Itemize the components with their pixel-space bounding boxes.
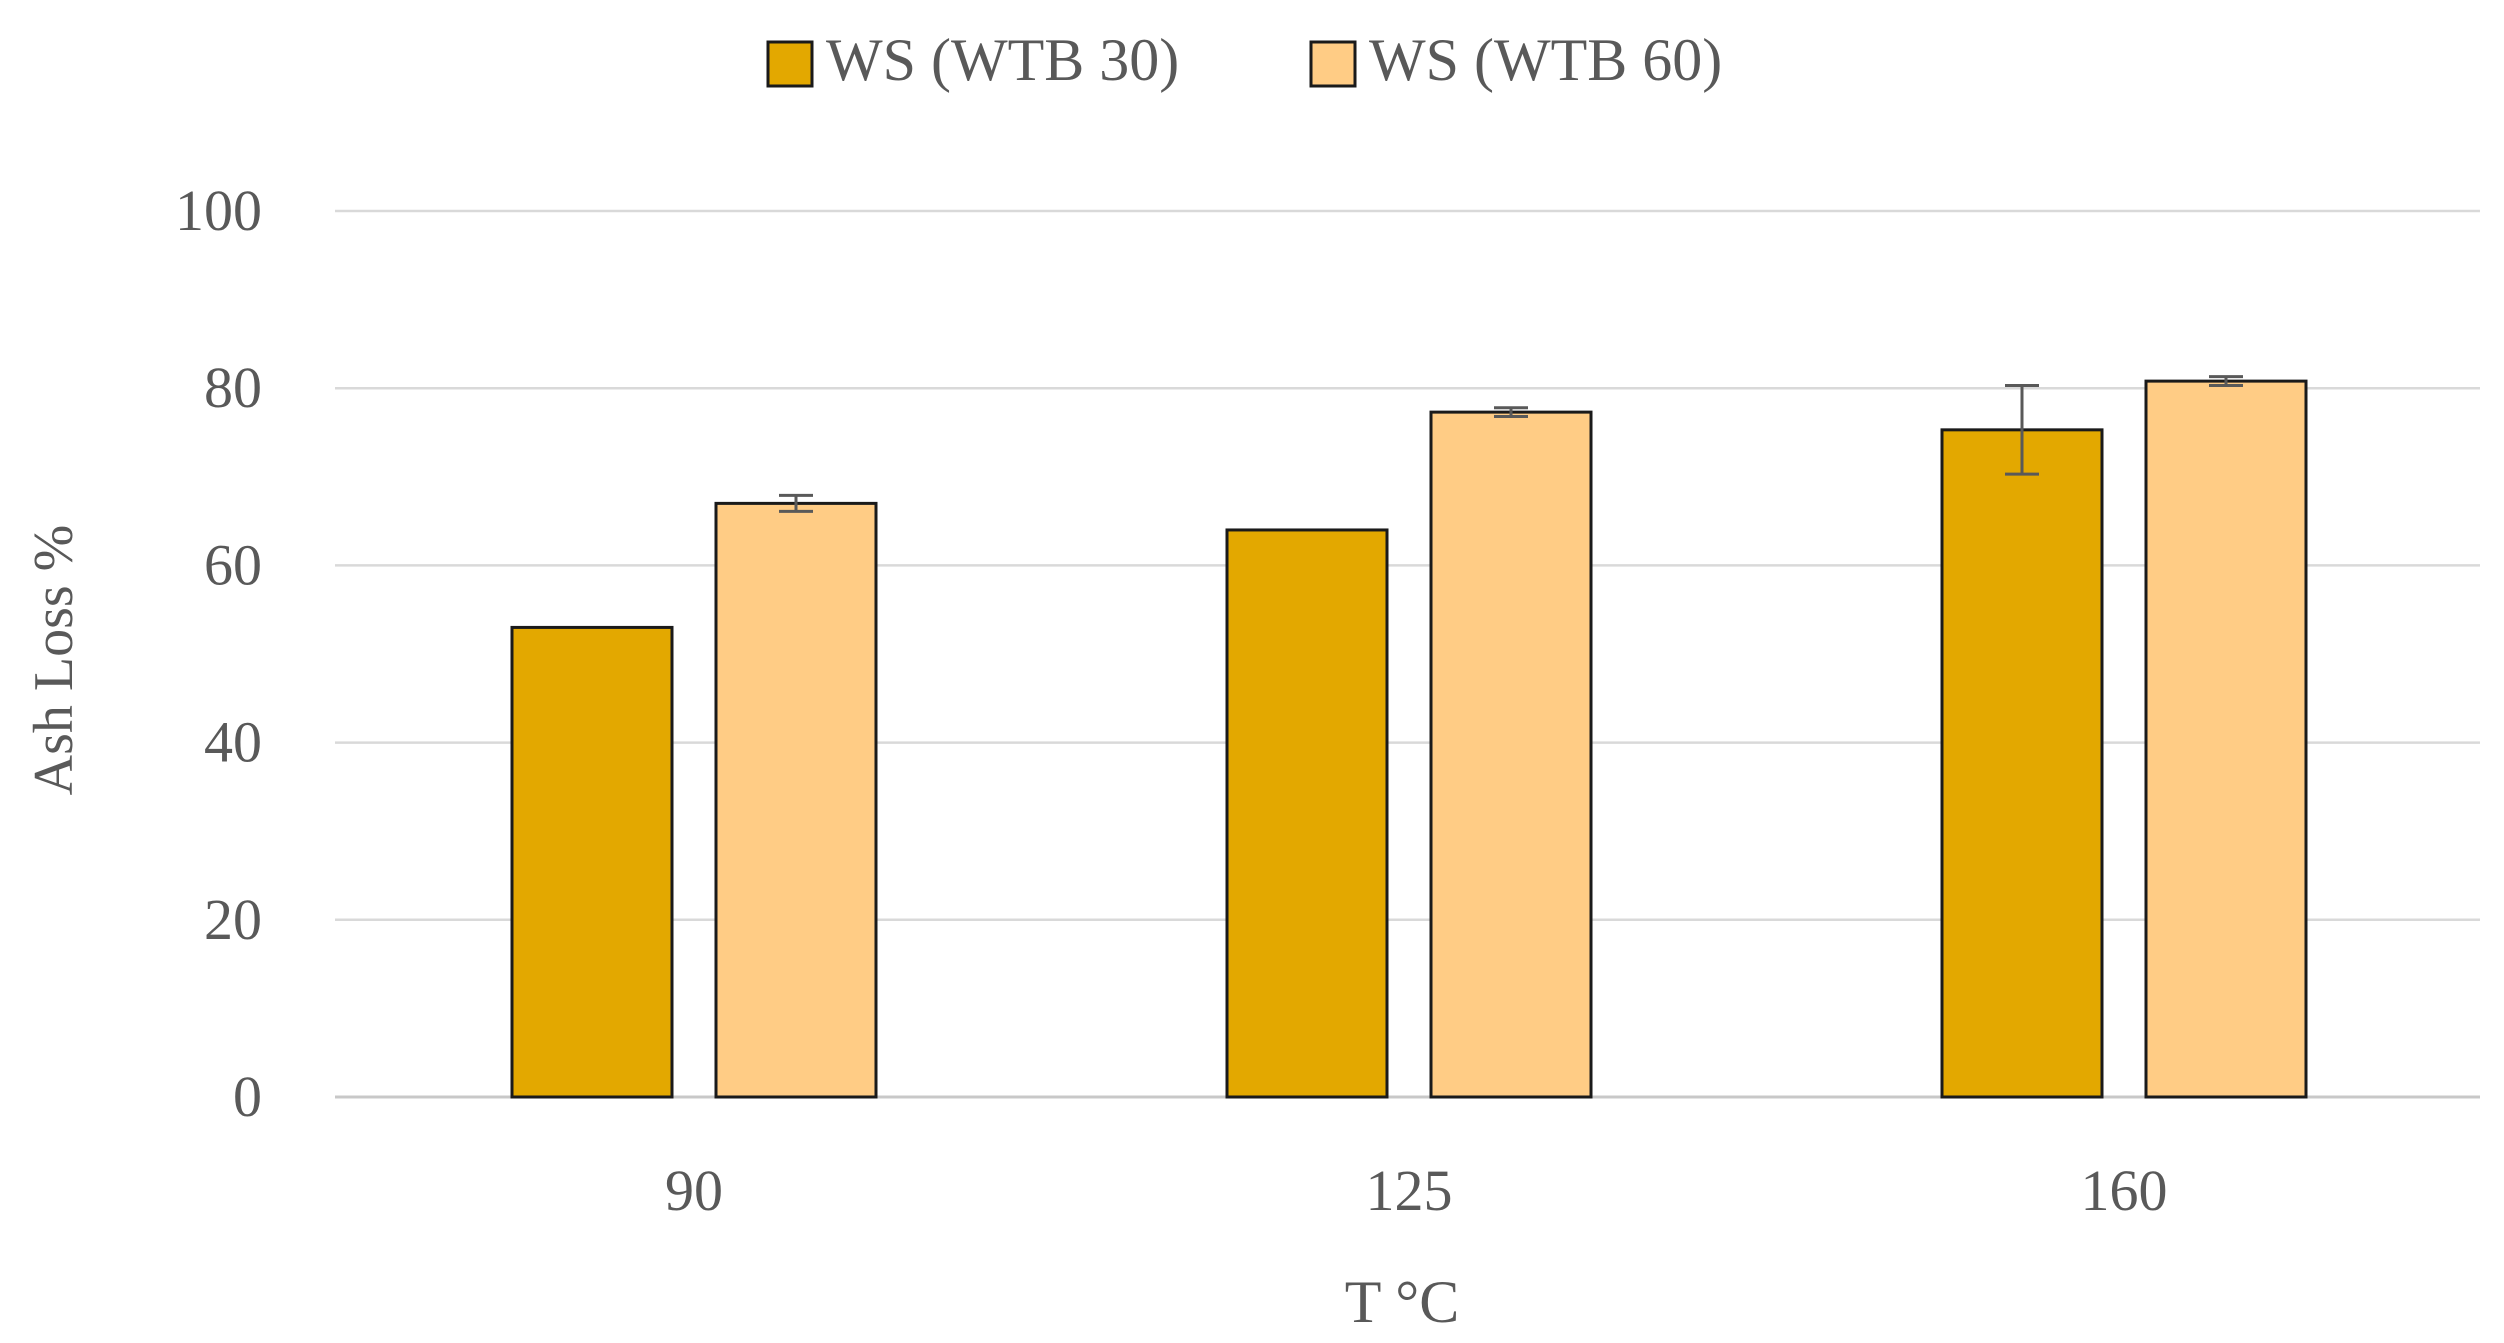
bar-ws-wtb-30--160 (1940, 428, 2104, 1099)
legend-swatch (766, 40, 814, 88)
legend: WS (WTB 30) WS (WTB 60) (766, 27, 1722, 93)
y-tick-label: 20 (204, 887, 262, 952)
x-axis-title: T °C (1345, 1269, 1460, 1335)
legend-swatch (1309, 40, 1357, 88)
error-bars (779, 375, 2243, 513)
y-tick-label: 0 (233, 1064, 262, 1129)
bar-ws-wtb-60--160 (2144, 379, 2308, 1099)
bar-ws-wtb-60--90 (714, 501, 878, 1099)
y-tick-label: 40 (204, 710, 262, 775)
bar-ws-wtb-60--125 (1429, 410, 1593, 1099)
y-tick-label: 100 (175, 178, 262, 243)
x-tick-label: 160 (2081, 1158, 2168, 1223)
x-tick-label: 125 (1366, 1158, 1453, 1223)
y-tick-label: 80 (204, 355, 262, 420)
bars (510, 379, 2308, 1099)
tick-labels: 0 20 40 60 80 100 90 125 160 (175, 178, 2168, 1223)
y-axis-title: Ash Loss % (23, 525, 85, 796)
legend-label: WS (WTB 60) (1369, 27, 1722, 93)
y-tick-label: 60 (204, 532, 262, 597)
legend-label: WS (WTB 30) (826, 27, 1179, 93)
gridlines (335, 209, 2480, 1099)
x-tick-label: 90 (665, 1158, 723, 1223)
bar-ws-wtb-30--90 (510, 625, 674, 1099)
bar-ws-wtb-30--125 (1225, 528, 1389, 1099)
